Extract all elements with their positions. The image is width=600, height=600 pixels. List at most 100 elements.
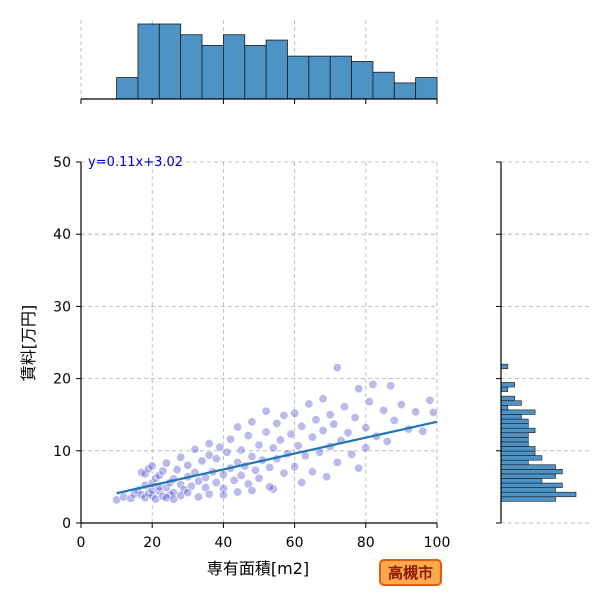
data-point — [161, 493, 171, 503]
x-axis-title: 専有面積[m2] — [207, 559, 309, 578]
data-point — [236, 470, 246, 480]
city-badge-label: 高槻市 — [388, 564, 433, 582]
data-point — [215, 442, 225, 452]
data-point — [247, 452, 257, 462]
data-point — [261, 406, 271, 416]
x-hist-bar — [329, 55, 352, 100]
data-point — [169, 488, 179, 498]
top-histogram — [116, 23, 438, 100]
data-point — [233, 422, 243, 432]
y-hist-bar — [500, 496, 556, 502]
data-point — [193, 476, 203, 486]
data-point — [254, 473, 264, 483]
y-hist-bar — [500, 409, 536, 415]
x-hist-bar — [158, 23, 182, 100]
x-hist-bar — [222, 34, 246, 100]
data-point — [293, 441, 303, 451]
data-point — [361, 443, 371, 453]
data-point — [329, 419, 339, 429]
data-point — [350, 413, 360, 423]
x-tick-label: 40 — [214, 535, 232, 551]
data-point — [297, 421, 307, 431]
y-hist-bar — [500, 482, 563, 488]
data-point — [204, 439, 214, 449]
y-tick-label: 0 — [62, 516, 71, 532]
y-hist-bar — [500, 446, 536, 452]
x-hist-bar — [265, 39, 288, 100]
data-point — [247, 417, 257, 427]
x-hist-bar — [201, 45, 224, 100]
data-point — [204, 489, 214, 499]
y-hist-bar — [500, 469, 563, 475]
data-point — [318, 394, 328, 404]
data-point — [144, 464, 154, 474]
y-hist-bar — [500, 441, 529, 447]
data-point — [147, 461, 157, 471]
data-point — [183, 488, 193, 498]
data-point — [307, 467, 317, 477]
x-tick-label: 80 — [357, 535, 375, 551]
data-point — [332, 363, 342, 373]
data-point — [272, 418, 282, 428]
data-point — [226, 434, 236, 444]
data-point — [339, 402, 349, 412]
data-point — [379, 405, 389, 415]
y-tick-label: 50 — [53, 155, 71, 171]
data-point — [290, 462, 300, 472]
x-tick-label: 20 — [143, 535, 161, 551]
y-hist-bar — [500, 423, 529, 429]
data-point — [172, 465, 182, 475]
y-tick-label: 40 — [53, 227, 71, 243]
data-point — [318, 426, 328, 436]
city-badge: 高槻市 — [379, 559, 442, 586]
y-hist-bar — [500, 400, 522, 406]
data-point — [261, 427, 271, 437]
y-hist-bar — [500, 418, 529, 424]
data-point — [386, 381, 396, 391]
right-histogram — [500, 363, 577, 502]
data-point — [286, 429, 296, 439]
y-hist-bar — [500, 432, 529, 438]
data-point — [176, 491, 186, 501]
y-hist-bar — [500, 478, 543, 484]
data-point — [211, 454, 221, 464]
data-point — [418, 426, 428, 436]
x-hist-bar — [137, 23, 160, 100]
data-point — [119, 492, 129, 502]
y-hist-bar — [500, 363, 509, 370]
y-hist-bar — [500, 386, 509, 392]
data-point — [193, 492, 203, 502]
y-hist-bar — [500, 414, 522, 420]
data-point — [332, 457, 342, 467]
x-hist-bar — [372, 71, 395, 100]
data-point — [382, 436, 392, 446]
y-axis-title: 賃料[万円] — [19, 305, 38, 382]
data-point — [176, 452, 186, 462]
data-point — [325, 410, 335, 420]
y-hist-bar — [500, 437, 529, 443]
x-hist-bar — [308, 55, 331, 100]
data-point — [222, 447, 232, 457]
data-point — [250, 465, 260, 475]
y-tick-label: 20 — [53, 372, 71, 388]
data-point — [279, 468, 289, 478]
y-hist-bar — [500, 464, 556, 470]
y-hist-bar — [500, 473, 556, 479]
x-hist-bar — [287, 55, 310, 100]
x-hist-bar — [415, 77, 438, 100]
data-point — [361, 423, 371, 433]
data-point — [161, 458, 171, 468]
data-point — [265, 482, 275, 492]
data-point — [425, 395, 435, 405]
data-point — [151, 494, 161, 504]
x-tick-label: 0 — [77, 535, 86, 551]
data-point — [247, 486, 257, 496]
x-hist-bar — [180, 34, 203, 100]
data-point — [279, 410, 289, 420]
scatter-points — [112, 363, 438, 505]
x-hist-bar — [244, 45, 267, 100]
x-hist-bar — [393, 82, 417, 100]
data-point — [304, 399, 314, 409]
data-point — [354, 463, 364, 473]
